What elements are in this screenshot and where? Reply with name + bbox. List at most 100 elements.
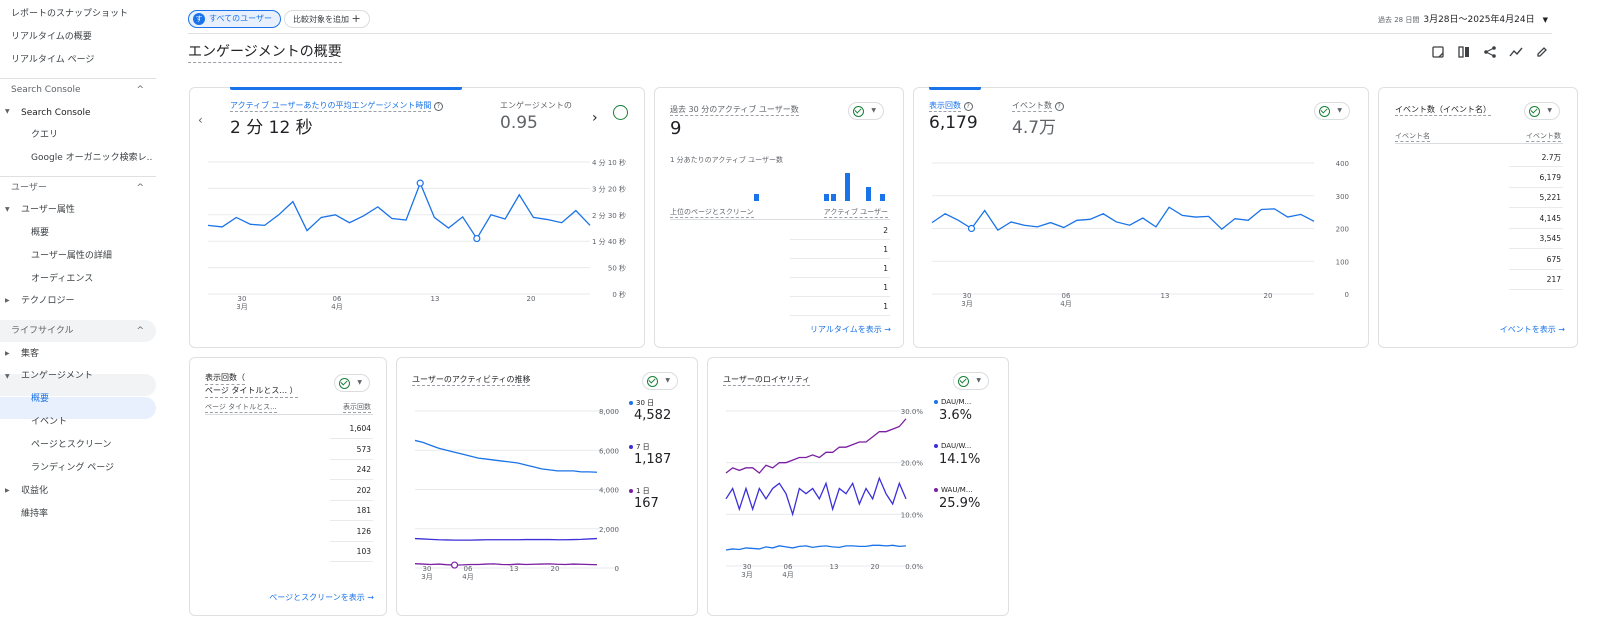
row-divider <box>330 520 373 521</box>
compare-icon[interactable] <box>1458 43 1470 58</box>
sidebar-item-queries[interactable]: クエリ <box>31 130 59 140</box>
sidebar-item-pages-screens[interactable]: ページとスクリーン <box>31 440 112 450</box>
y-tick-label: 2 分 30 秒 <box>592 211 626 220</box>
x-tick-label: 30 <box>238 295 247 303</box>
legend-value: 1,187 <box>634 452 672 467</box>
trend-icon[interactable] <box>1509 43 1523 57</box>
y-tick-label: 200 <box>1336 226 1349 234</box>
row-divider <box>330 458 373 460</box>
metric-engagement-rate-value: 0.95 <box>500 113 538 133</box>
help-icon[interactable]: ? <box>433 102 443 111</box>
status-dropdown[interactable]: ▼ <box>1524 102 1560 120</box>
check-icon[interactable] <box>613 105 628 120</box>
link-text: イベントを表示 <box>1499 325 1556 334</box>
status-dropdown[interactable]: ▼ <box>848 102 884 120</box>
view-events-link[interactable]: イベントを表示 → <box>1500 324 1565 335</box>
row-divider <box>1509 186 1563 188</box>
x-tick-label: 13 <box>1161 292 1170 300</box>
segment-chip-all-users[interactable]: すすべてのユーザー <box>188 10 281 28</box>
sidebar-item-organic[interactable]: Google オーガニック検索レ... <box>31 153 153 163</box>
sidebar-item-snapshot[interactable]: レポートのスナップショット <box>11 9 129 19</box>
sidebar-item-events[interactable]: イベント <box>31 417 68 427</box>
sidebar-group-search-console[interactable]: Search Console <box>21 108 91 118</box>
row-divider <box>790 258 890 259</box>
minute-bar <box>845 173 850 201</box>
y-tick-label: 30.0% <box>901 408 924 416</box>
dropdown-arrow-icon: ▼ <box>976 377 981 384</box>
col-header-views: 表示回数 <box>343 402 371 413</box>
status-dropdown[interactable]: ▼ <box>1314 102 1350 120</box>
section-label: ライフサイクル <box>11 326 74 336</box>
avatar: す <box>193 12 205 25</box>
view-realtime-link[interactable]: リアルタイムを表示 → <box>810 324 891 335</box>
chevron-up-icon: ^ <box>136 85 144 95</box>
chip-label: 比較対象を追加 <box>293 15 349 24</box>
sidebar-group-tech[interactable]: テクノロジー <box>21 296 75 306</box>
dropdown-arrow-icon: ▼ <box>1547 107 1552 114</box>
sidebar-item-landing-page[interactable]: ランディング ページ <box>31 463 115 473</box>
label-text: 上位のページとスクリーン <box>670 208 754 218</box>
sidebar-section-search-console[interactable]: Search Console ^ <box>0 78 156 100</box>
legend-item: 1 日 <box>629 486 650 496</box>
series-7-day <box>414 537 598 541</box>
sidebar-group-engagement[interactable]: エンゲージメント <box>21 371 93 381</box>
add-comparison-button[interactable]: 比較対象を追加 + <box>284 10 370 28</box>
sidebar-item-demo-details[interactable]: ユーザー属性の詳細 <box>31 251 112 261</box>
help-icon[interactable]: ? <box>1054 102 1064 111</box>
realtime-card: 過去 30 分のアクティブ ユーザー数 ▼ 9 1 分あたりのアクティブ ユーザ… <box>654 87 904 348</box>
sidebar-group-demographics[interactable]: ユーザー属性 <box>21 205 75 215</box>
date-label: 過去 28 日間 <box>1377 16 1420 24</box>
help-icon[interactable]: ? <box>963 102 973 111</box>
check-icon <box>1319 106 1330 117</box>
status-dropdown[interactable]: ▼ <box>953 372 989 390</box>
series-30-day <box>414 439 598 473</box>
sidebar-item-audience[interactable]: オーディエンス <box>31 274 94 284</box>
label-text: イベント数 <box>1526 132 1561 142</box>
view-pages-link[interactable]: ページとスクリーンを表示 → <box>269 592 374 603</box>
status-dropdown[interactable]: ▼ <box>334 374 370 392</box>
sidebar-item-eng-overview[interactable]: 概要 <box>31 394 50 404</box>
sidebar-item-realtime-pages[interactable]: リアルタイム ページ <box>11 55 95 65</box>
table-row-value: 202 <box>356 485 371 495</box>
metric-events-label[interactable]: イベント数 ? <box>1012 100 1064 112</box>
edit-icon[interactable] <box>1536 43 1548 57</box>
table-row-value: 1 <box>883 302 888 311</box>
sidebar-item-realtime-overview[interactable]: リアルタイムの概要 <box>11 32 92 42</box>
col-header-pages: 上位のページとスクリーン <box>670 207 754 218</box>
next-arrow-icon[interactable]: › <box>592 110 598 126</box>
legend-dot <box>934 400 938 404</box>
check-icon <box>853 106 864 117</box>
insights-icon[interactable] <box>1432 43 1444 58</box>
label-text: イベント数（イベント名） <box>1395 105 1491 116</box>
x-tick-month: 3月 <box>421 573 432 581</box>
label-text: 表示回数 <box>929 101 961 112</box>
x-tick-month: 3月 <box>961 300 972 308</box>
metric-views-label[interactable]: 表示回数 ? <box>929 100 973 112</box>
metric-engagement-rate-label[interactable]: エンゲージメントの <box>500 101 572 110</box>
prev-arrow-icon[interactable]: ‹ <box>198 113 203 127</box>
y-tick-label: 20.0% <box>901 460 924 468</box>
divider <box>188 33 1552 34</box>
table-row-value: 2.7万 <box>1541 153 1561 162</box>
status-dropdown[interactable]: ▼ <box>642 372 678 390</box>
sidebar-group-monetization[interactable]: 収益化 <box>21 486 49 496</box>
sidebar-item-retention[interactable]: 維持率 <box>21 509 49 519</box>
row-divider <box>1509 289 1563 290</box>
table-row-value: 126 <box>356 526 371 536</box>
sidebar-group-acquisition[interactable]: 集客 <box>21 349 40 359</box>
x-tick-label: 30 <box>423 565 432 573</box>
sidebar-item-demo-overview[interactable]: 概要 <box>31 228 50 238</box>
sidebar-section-lifecycle[interactable]: ライフサイクル ^ <box>0 320 156 342</box>
share-icon[interactable] <box>1484 43 1496 58</box>
table-row-value: 2 <box>883 226 888 235</box>
sidebar-section-user[interactable]: ユーザー ^ <box>0 176 156 198</box>
legend-dot <box>934 488 938 492</box>
col-header-active: アクティブ ユーザー <box>823 207 888 218</box>
y-tick-label: 0 秒 <box>612 290 626 299</box>
series-dau-wau <box>725 476 907 517</box>
metric-avg-engagement-label[interactable]: アクティブ ユーザーあたりの平均エンゲージメント時間 ? <box>230 100 443 112</box>
date-range-picker[interactable]: 過去 28 日間 3月28日～2025年4月24日 ▼ <box>1378 12 1548 25</box>
legend-label: 1 日 <box>636 487 650 495</box>
sidebar-active-highlight <box>0 397 156 419</box>
